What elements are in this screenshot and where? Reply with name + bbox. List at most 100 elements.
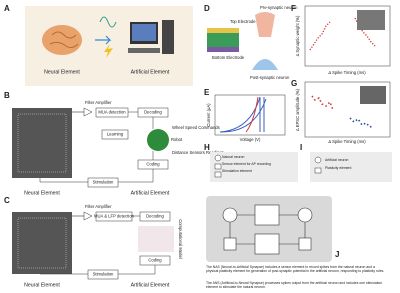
bottom-electrode	[207, 47, 239, 52]
panel-label: B	[4, 91, 10, 100]
caption: Artificial Element	[131, 190, 170, 196]
mea-grid	[17, 113, 67, 173]
post-neuron	[252, 59, 278, 70]
panel-label: E	[204, 88, 210, 97]
connectors	[40, 215, 156, 275]
spike-icon	[99, 16, 117, 28]
ans-block	[254, 233, 280, 255]
plasticity-element	[298, 237, 312, 251]
nas-block	[254, 204, 280, 226]
legend-item: Plasticity element	[325, 166, 352, 170]
caption: Wheel Speed Commands	[172, 125, 220, 130]
box-text: Coding	[146, 162, 160, 167]
box-text: Decoding	[146, 214, 164, 219]
axes	[214, 94, 286, 136]
epsc-points-blue	[349, 117, 374, 128]
box-text: MUA detection	[98, 110, 126, 115]
caption: Computational Model	[178, 219, 183, 259]
axis-label: Voltage (V)	[240, 137, 261, 142]
axis-label: Δ Spike Timing (ms)	[328, 139, 366, 144]
legend-item: Artificial neuron	[325, 158, 349, 162]
axis-label: Current (μA)	[206, 103, 211, 127]
panel-label: G	[291, 79, 297, 88]
artificial-neuron	[297, 207, 313, 223]
caption: Post-synaptic neuron	[250, 75, 290, 80]
axis-label: Δ Synaptic weight (%)	[295, 15, 300, 56]
legend-bg	[210, 152, 298, 182]
caption: Artificial Element	[131, 69, 170, 75]
inset-image	[360, 86, 386, 104]
connectors	[39, 111, 154, 183]
box-text: Decoding	[144, 110, 162, 115]
caption: Bottom Electrode	[212, 55, 245, 60]
box-text: Learning	[107, 132, 124, 137]
caption-ans: The ANS (Artificial-to-Neural Synapse) p…	[206, 281, 383, 289]
panel-label: C	[4, 196, 10, 205]
caption-nas: The NAS (Neural-to-Artificial Synapse) i…	[206, 265, 385, 273]
neuron-symbol	[314, 156, 322, 164]
axes	[304, 81, 391, 138]
panel-label: D	[204, 4, 210, 13]
connectors	[229, 214, 306, 245]
stim-element	[223, 237, 237, 251]
box-text: Coding	[148, 258, 162, 263]
box	[87, 177, 119, 188]
axis-label: Δ EPSC amplitude (%)	[295, 88, 300, 131]
caption: Artificial Element	[131, 282, 170, 288]
epsc-points-red	[311, 95, 334, 111]
stim-symbol	[214, 171, 222, 178]
bolt-icon	[104, 44, 113, 58]
arrow	[95, 35, 112, 45]
amplifier	[83, 211, 93, 221]
inset-image	[357, 10, 385, 30]
sensor-symbol	[214, 163, 222, 170]
mea-image	[12, 212, 72, 274]
caption: Neural Element	[44, 69, 80, 75]
panel-label: F	[291, 4, 296, 13]
tower	[162, 20, 174, 54]
box	[95, 107, 129, 118]
box-text: Stimulation	[93, 272, 114, 277]
screen	[132, 24, 156, 41]
caption: Pre-synaptic neuron	[260, 5, 298, 10]
box-text: Stimulation	[93, 180, 114, 185]
plasticity-symbol	[314, 167, 322, 174]
box	[87, 269, 119, 280]
pre-neuron	[255, 12, 275, 37]
caption: Neural Element	[24, 282, 60, 288]
box	[139, 211, 171, 222]
legend-list: Artificial neuron Plasticity element	[325, 158, 389, 170]
top-electrode	[207, 28, 239, 33]
legend-list: Natural neuron Sensor element for AP rec…	[222, 155, 296, 173]
memristor	[207, 33, 239, 47]
keyboard	[128, 48, 160, 53]
legend-item: Natural neuron	[222, 155, 245, 159]
robot-image	[147, 129, 169, 151]
caption: Robot	[171, 137, 183, 142]
axes	[304, 5, 391, 67]
panel-label: I	[300, 143, 302, 152]
iv-curve-red	[245, 96, 259, 133]
panel-label: A	[4, 4, 10, 13]
caption: Distance Sensors Readings	[172, 150, 224, 155]
mea-image	[12, 108, 72, 178]
panel-label: H	[204, 143, 210, 152]
mea-grid	[17, 217, 67, 269]
caption: Neural Element	[24, 190, 60, 196]
caption: Filter Amplifier	[85, 100, 112, 105]
legend-bg	[310, 152, 392, 182]
natural-neuron	[222, 207, 238, 223]
box-text: MUA & LFP detection	[94, 214, 135, 219]
legend-item: Stimulation element	[222, 169, 252, 173]
amplifier	[83, 107, 93, 117]
legend-item: Sensor element for AP recording	[222, 162, 271, 166]
brain-icon	[42, 25, 82, 55]
panel-label: J	[335, 250, 339, 259]
brain-folds	[49, 31, 79, 49]
iv-curves	[219, 96, 267, 133]
caption: Filter Amplifier	[85, 204, 112, 209]
box	[95, 211, 133, 222]
model-image	[138, 226, 174, 252]
